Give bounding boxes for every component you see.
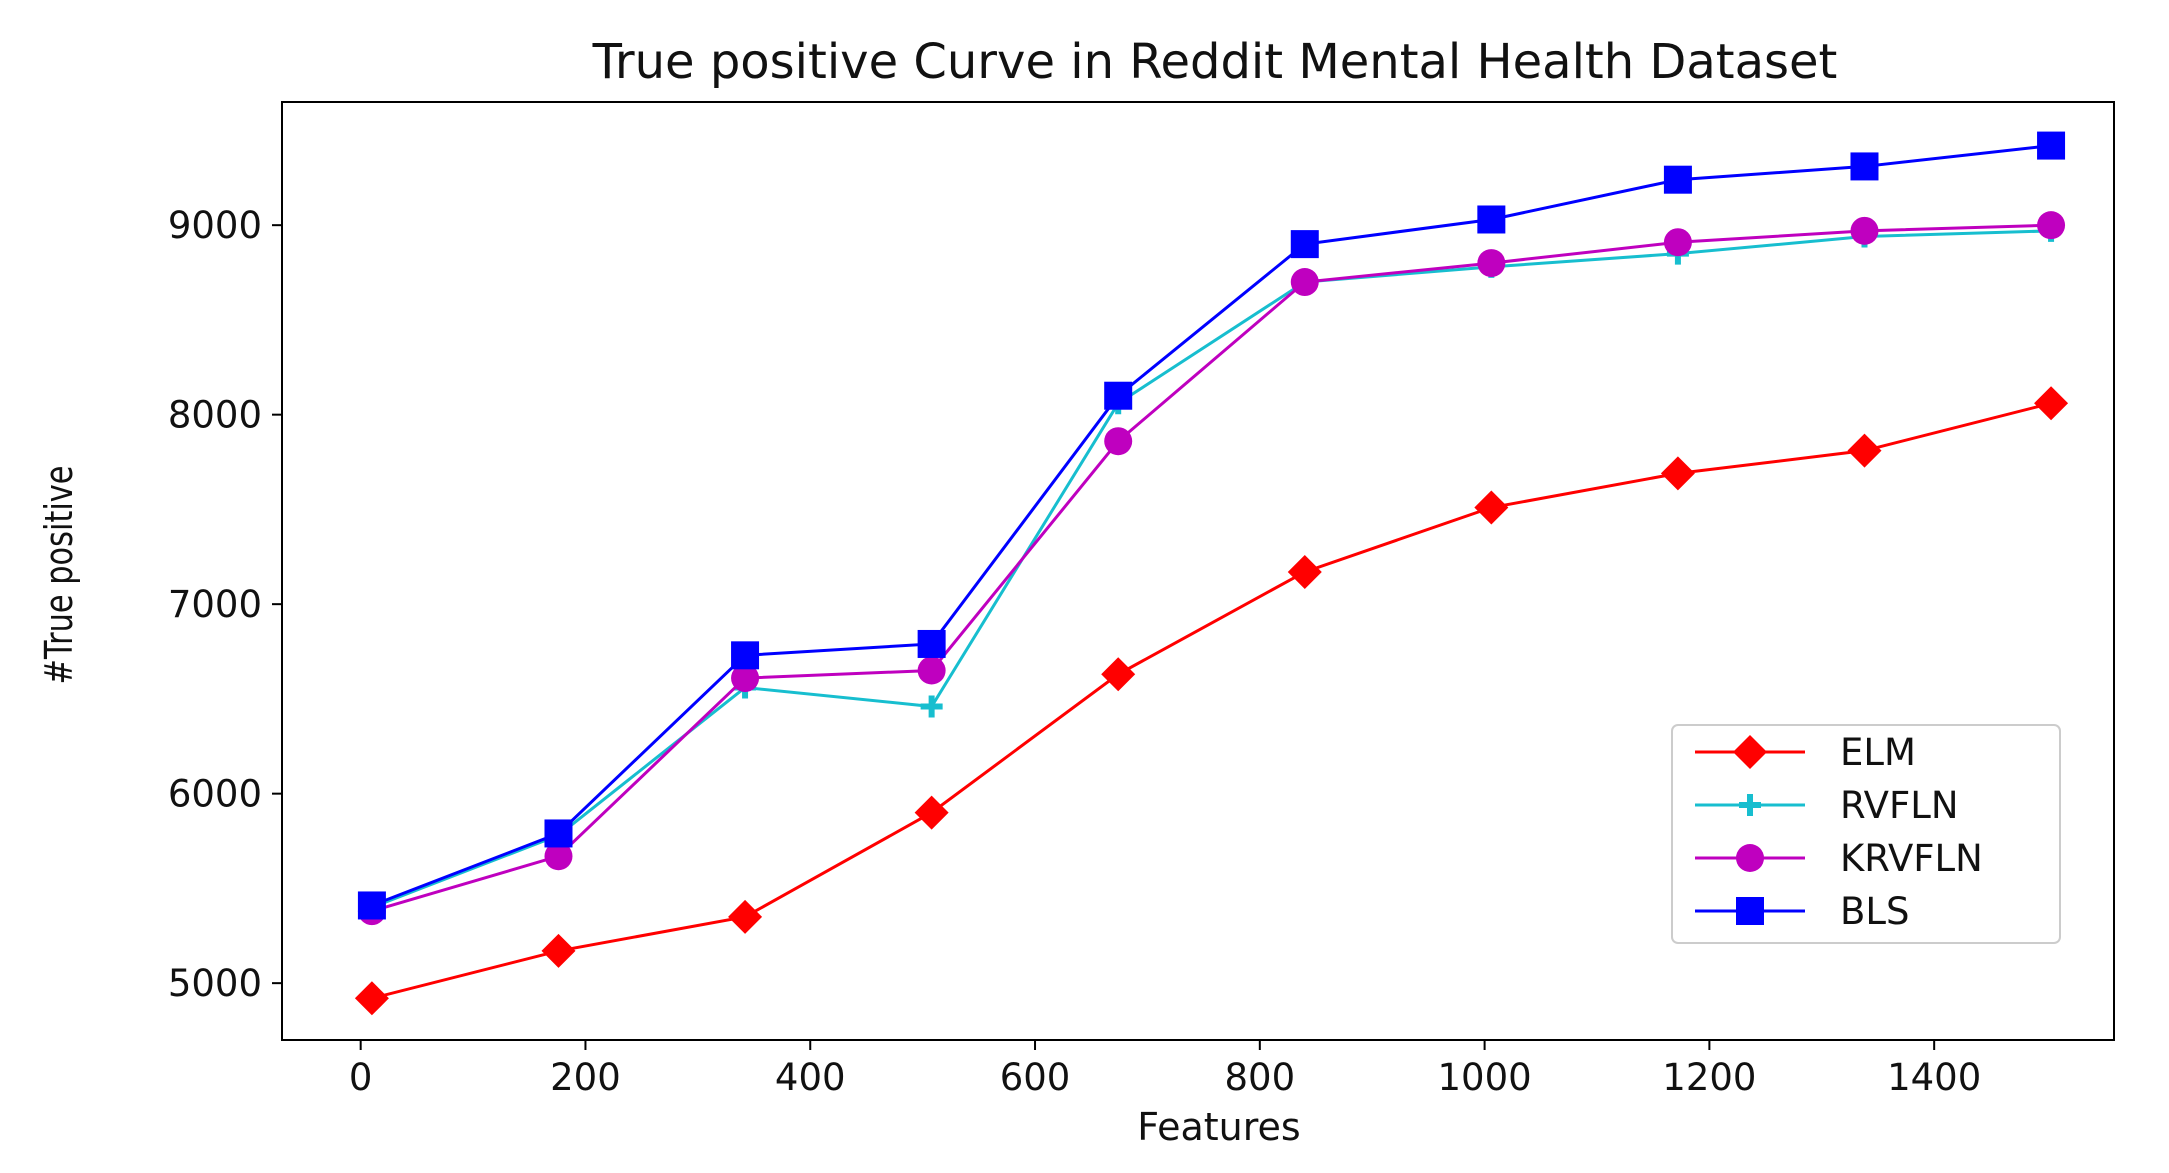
series-bls [357,131,2066,920]
legend-marker-krvfln [1736,844,1764,872]
x-tick-label: 400 [775,1056,846,1099]
data-point-krvfln [731,664,760,693]
x-tick-label: 200 [550,1056,621,1099]
legend-box [1671,724,2061,944]
legend-label-krvfln: KRVFLN [1840,837,1983,880]
data-point-elm [1287,554,1322,589]
data-point-bls [1104,381,1133,410]
data-point-krvfln [544,842,573,871]
data-point-elm [914,795,949,830]
axis-ticks: 0 200 400 600 800 1000 1200 1400 5000 6000 7000 800… [168,204,1981,1099]
x-tick-label: 1400 [1887,1056,1981,1099]
data-point-bls [917,629,946,658]
data-point-bls [2037,131,2066,160]
x-tick-label: 800 [1225,1056,1296,1099]
data-point-bls [544,819,573,848]
x-axis-label: Features [1137,1105,1300,1149]
data-point-krvfln [917,656,946,685]
y-tick-label: 6000 [168,773,262,816]
data-point-krvfln [1663,228,1692,257]
legend-label-rvfln: RVFLN [1840,784,1959,827]
data-point-krvfln [2037,211,2066,240]
legend-label-bls: BLS [1840,890,1909,933]
x-tick-label: 600 [1000,1056,1071,1099]
data-point-elm [1847,433,1882,468]
chart-title: True positive Curve in Reddit Mental Hea… [592,34,1838,90]
data-point-elm [1660,456,1695,491]
y-tick-label: 9000 [168,204,262,247]
data-point-krvfln [1104,427,1133,456]
x-tick-label: 0 [349,1056,373,1099]
legend-marker-bls [1736,897,1764,925]
y-tick-label: 8000 [168,394,262,437]
data-point-bls [731,641,760,670]
legend: ELM RVFLN KRVFLN BLS [1671,724,2061,944]
series-elm [354,386,2069,1016]
x-tick-label: 1000 [1438,1056,1532,1099]
data-point-elm [728,899,763,934]
data-point-bls [1663,165,1692,194]
plot-area-frame [281,101,2115,1041]
data-point-elm [2034,386,2069,421]
series-line-bls [371,144,2052,907]
data-point-bls [357,891,386,920]
data-point-elm [1474,490,1509,525]
legend-marker-rvfln [1739,794,1761,816]
data-point-bls [1290,230,1319,259]
series-line-rvfln [371,229,2052,909]
data-point-krvfln [1477,249,1506,278]
series-layer [354,131,2069,1016]
legend-label-elm: ELM [1840,731,1916,774]
series-line-elm [371,401,2052,1000]
series-line-krvfln [371,223,2052,913]
x-tick-label: 1200 [1662,1056,1756,1099]
data-point-elm [354,981,389,1016]
data-point-krvfln [1850,216,1879,245]
data-point-bls [1850,152,1879,181]
data-point-elm [541,933,576,968]
data-point-elm [1101,657,1136,692]
data-point-krvfln [1290,268,1319,297]
legend-marker-elm [1733,735,1767,769]
data-point-bls [1477,205,1506,234]
y-tick-label: 7000 [168,583,262,626]
data-point-rvfln [920,695,943,718]
y-axis-label: #True positive [38,466,82,685]
y-tick-label: 5000 [168,962,262,1005]
